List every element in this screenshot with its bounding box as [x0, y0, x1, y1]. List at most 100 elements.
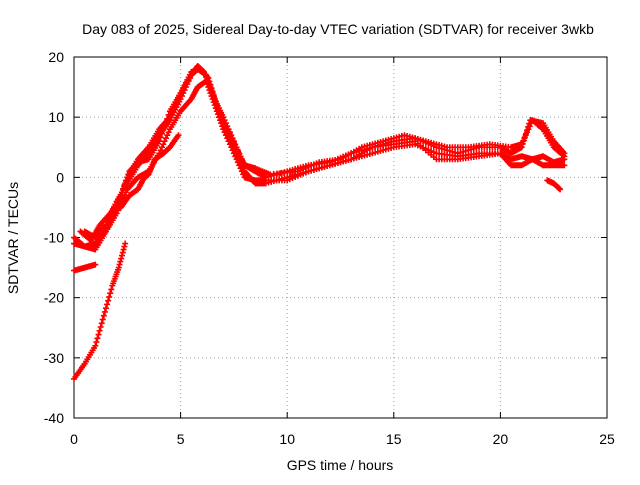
- data-point: [95, 331, 102, 338]
- data-point: [120, 186, 127, 193]
- data-point: [524, 129, 531, 136]
- y-tick-label: -20: [44, 290, 64, 306]
- data-point: [162, 135, 169, 142]
- data-point: [217, 111, 224, 118]
- data-point: [221, 120, 228, 127]
- data-point: [210, 91, 217, 98]
- x-axis-label: GPS time / hours: [287, 457, 394, 473]
- data-point: [125, 171, 132, 178]
- data-point: [96, 327, 103, 334]
- data-point: [162, 119, 169, 126]
- data-point: [164, 115, 171, 122]
- y-tick-label: -40: [44, 410, 64, 426]
- data-point: [206, 78, 213, 85]
- data-point: [236, 162, 243, 169]
- points-layer: [71, 63, 568, 382]
- series-track-4: [77, 66, 568, 244]
- data-point: [207, 81, 214, 88]
- data-point: [212, 98, 219, 105]
- data-point: [219, 114, 226, 121]
- data-point: [158, 144, 165, 151]
- data-point: [223, 123, 230, 130]
- data-point: [106, 293, 113, 300]
- y-tick-label: 0: [56, 169, 64, 185]
- data-point: [205, 75, 212, 82]
- x-tick-label: 15: [386, 431, 402, 447]
- y-tick-label: 20: [48, 49, 64, 65]
- data-point: [122, 240, 129, 247]
- data-point: [525, 126, 532, 133]
- data-point: [161, 138, 168, 145]
- x-tick-label: 10: [279, 431, 295, 447]
- x-tick-label: 25: [599, 431, 615, 447]
- data-point: [240, 171, 247, 178]
- data-point: [220, 117, 227, 124]
- data-point: [108, 286, 115, 293]
- data-point: [104, 301, 111, 308]
- data-point: [124, 174, 131, 181]
- data-point: [114, 207, 121, 214]
- data-point: [98, 320, 105, 327]
- data-point: [208, 85, 215, 92]
- data-point: [92, 261, 99, 268]
- data-point: [216, 108, 223, 115]
- data-point: [165, 111, 172, 118]
- data-point: [117, 192, 124, 199]
- x-tick-label: 0: [70, 431, 78, 447]
- data-point: [157, 134, 164, 141]
- data-point: [234, 159, 241, 166]
- data-point: [158, 130, 165, 137]
- series-track-3: [71, 78, 568, 250]
- data-point: [122, 180, 129, 187]
- data-point: [101, 308, 108, 315]
- data-point: [209, 88, 216, 95]
- data-point: [161, 123, 168, 130]
- data-point: [102, 305, 109, 312]
- data-point: [160, 141, 167, 148]
- data-point: [213, 102, 220, 109]
- data-point: [237, 165, 244, 172]
- series-track-6: [544, 177, 564, 193]
- data-point: [123, 177, 130, 184]
- data-point: [113, 210, 120, 217]
- data-point: [121, 183, 128, 190]
- data-point: [164, 132, 171, 139]
- series-track-5: [117, 132, 182, 211]
- data-point: [561, 162, 568, 169]
- data-point: [557, 186, 564, 193]
- y-tick-label: -10: [44, 230, 64, 246]
- x-tick-label: 5: [177, 431, 185, 447]
- data-point: [165, 129, 172, 136]
- data-point: [107, 290, 114, 297]
- data-point: [526, 123, 533, 130]
- data-point: [97, 323, 104, 330]
- data-point: [520, 138, 527, 145]
- data-point: [232, 153, 239, 160]
- data-point: [94, 335, 101, 342]
- ticks-layer: 0 5 10 15 20 25 -40 -30 -20 -10 0 10 20: [44, 49, 615, 447]
- chart-title: Day 083 of 2025, Sidereal Day-to-day VTE…: [82, 21, 594, 37]
- data-point: [561, 153, 568, 160]
- data-point: [521, 135, 528, 142]
- series-track-7: [71, 261, 99, 274]
- data-point: [118, 189, 125, 196]
- y-tick-label: 10: [48, 109, 64, 125]
- grid-layer: [74, 57, 607, 418]
- data-point: [238, 168, 245, 175]
- data-point: [175, 132, 182, 139]
- data-point: [99, 316, 106, 323]
- data-point: [230, 150, 237, 157]
- y-tick-label: -30: [44, 350, 64, 366]
- data-point: [93, 339, 100, 346]
- data-point: [522, 132, 529, 139]
- data-point: [215, 105, 222, 112]
- data-point: [226, 141, 233, 148]
- data-point: [156, 138, 163, 145]
- data-point: [92, 342, 99, 349]
- data-point: [211, 95, 218, 102]
- axes-layer: [73, 56, 608, 419]
- data-point: [105, 297, 112, 304]
- y-axis-label: SDTVAR / TECUs: [5, 182, 21, 294]
